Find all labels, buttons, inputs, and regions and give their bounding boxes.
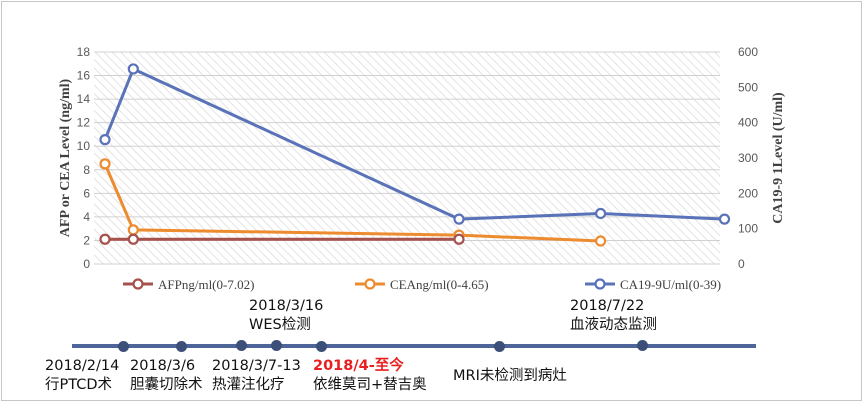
data-point xyxy=(99,233,111,245)
data-point xyxy=(127,233,139,245)
event-date-blood: 2018/7/22 xyxy=(570,298,645,314)
left-tick-label: 10 xyxy=(77,139,91,153)
plot-area xyxy=(94,52,720,264)
data-point xyxy=(127,63,139,75)
timeline-dot xyxy=(316,341,327,352)
event-label-treatment: 依维莫司+替吉奥 xyxy=(313,377,427,393)
event-date-wes: 2018/3/16 xyxy=(249,298,324,314)
series-layer xyxy=(99,63,731,247)
left-tick-label: 4 xyxy=(83,210,90,224)
right-axis-label: CA19-9 1Level (U/ml) xyxy=(771,92,786,224)
event-label-wes: WES检测 xyxy=(249,317,311,333)
timeline-dot xyxy=(118,341,129,352)
legend-label: CA19-9U/ml(0-39) xyxy=(620,277,721,292)
event-label-ptcd: 行PTCD术 xyxy=(45,377,113,393)
data-point xyxy=(718,213,731,225)
data-point xyxy=(594,207,607,220)
right-tick-label: 600 xyxy=(738,45,758,59)
left-axis-label: AFP or CEA Level (ng/ml) xyxy=(58,78,73,237)
data-point xyxy=(99,134,111,146)
right-tick-label: 400 xyxy=(738,116,758,130)
data-point xyxy=(127,224,139,236)
right-tick-label: 0 xyxy=(738,257,745,271)
timeline-dot xyxy=(494,341,505,352)
series-line xyxy=(103,163,601,243)
biomarker-chart: 0 2 4 6 8 10 12 14 16 18 0 100 200 300 400 500 600 AFP … xyxy=(58,45,786,292)
legend-swatch-marker xyxy=(132,278,144,290)
left-tick-label: 0 xyxy=(83,257,90,271)
event-date-cholecystectomy: 2018/3/6 xyxy=(130,358,196,374)
left-tick-label: 16 xyxy=(77,69,91,83)
series-2 xyxy=(99,63,731,225)
data-point xyxy=(594,235,607,247)
left-axis-ticks: 0 2 4 6 8 10 12 14 16 18 xyxy=(77,45,91,271)
event-label-cholecystectomy: 胆囊切除术 xyxy=(130,377,203,393)
right-tick-label: 100 xyxy=(738,222,758,236)
timeline-axis xyxy=(72,344,756,348)
left-tick-label: 8 xyxy=(83,163,90,177)
left-tick-label: 2 xyxy=(83,233,90,247)
series-0 xyxy=(99,233,465,245)
right-axis-ticks: 0 100 200 300 400 500 600 xyxy=(738,45,758,271)
event-label-blood: 血液动态监测 xyxy=(570,317,657,333)
data-point xyxy=(453,213,465,225)
right-tick-label: 500 xyxy=(738,80,758,94)
left-tick-label: 12 xyxy=(77,116,91,130)
timeline-dot xyxy=(637,340,648,351)
left-tick-label: 6 xyxy=(83,186,90,200)
timeline-dot xyxy=(176,341,187,352)
legend-swatch-marker xyxy=(364,278,376,290)
timeline-dot xyxy=(236,340,247,351)
event-label-mri: MRI未检测到病灶 xyxy=(453,368,567,384)
legend: AFPng/ml(0-7.02) CEAng/ml(0-4.65) CA19-9U/… xyxy=(123,277,721,292)
left-tick-label: 18 xyxy=(77,45,91,59)
event-label-hipec: 热灌注化疗 xyxy=(212,377,285,393)
right-tick-label: 300 xyxy=(738,151,758,165)
data-point xyxy=(453,233,465,245)
legend-label: CEAng/ml(0-4.65) xyxy=(390,277,489,292)
legend-swatch-marker xyxy=(594,278,606,290)
legend-label: AFPng/ml(0-7.02) xyxy=(158,277,254,292)
event-date-treatment: 2018/4-至今 xyxy=(313,358,404,374)
left-tick-label: 14 xyxy=(77,92,91,106)
event-date-ptcd: 2018/2/14 xyxy=(45,358,120,374)
event-date-hipec: 2018/3/7-13 xyxy=(212,358,301,374)
data-point xyxy=(99,158,111,170)
right-tick-label: 200 xyxy=(738,186,758,200)
timeline-dot xyxy=(271,340,282,351)
